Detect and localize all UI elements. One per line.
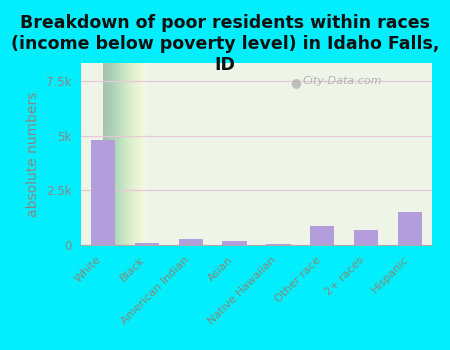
Bar <box>179 239 203 245</box>
Bar <box>135 243 159 245</box>
Bar <box>266 244 291 245</box>
Y-axis label: absolute numbers: absolute numbers <box>26 91 40 217</box>
Bar <box>398 212 422 245</box>
Text: City-Data.com: City-Data.com <box>302 76 382 86</box>
Bar <box>310 226 334 245</box>
Text: Breakdown of poor residents within races
(income below poverty level) in Idaho F: Breakdown of poor residents within races… <box>11 14 439 74</box>
Bar <box>354 230 378 245</box>
Bar <box>91 140 115 245</box>
Text: ●: ● <box>290 76 301 89</box>
Bar <box>222 241 247 245</box>
